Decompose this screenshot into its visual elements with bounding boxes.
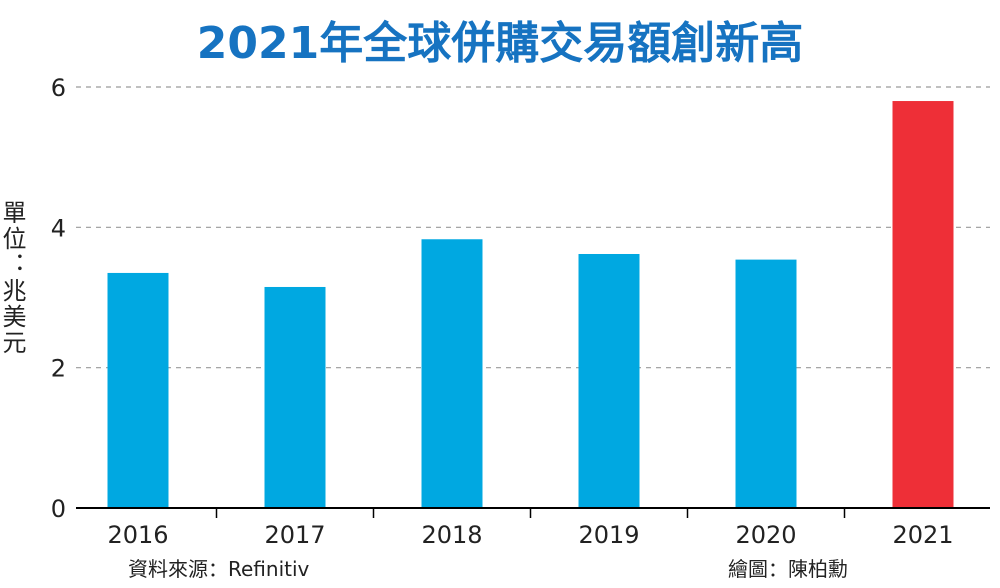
x-tick-label: 2018 <box>421 521 482 549</box>
source-note: 資料來源：Refinitiv <box>128 557 310 581</box>
bar-2017 <box>264 286 326 508</box>
bar-2016 <box>107 272 169 508</box>
gridlines <box>76 86 990 369</box>
y-axis-label: 單位：兆美元 <box>0 200 26 356</box>
credit-note: 繪圖：陳柏勳 <box>728 557 848 581</box>
axes <box>76 507 990 518</box>
x-tick-label: 2019 <box>578 521 639 549</box>
x-tick-label: 2021 <box>892 521 953 549</box>
y-tick-label: 2 <box>51 355 66 383</box>
x-tick-labels: 2016 2017 2018 2019 2020 2021 <box>107 521 953 549</box>
bars <box>107 101 954 509</box>
bar-2021 <box>892 101 954 509</box>
bar-2018 <box>421 239 483 509</box>
y-tick-label: 6 <box>51 74 66 102</box>
y-tick-label: 0 <box>51 495 66 523</box>
x-tick-label: 2016 <box>107 521 168 549</box>
x-tick-label: 2017 <box>264 521 325 549</box>
bar-2020 <box>735 259 797 508</box>
chart-title: 2021年全球併購交易額創新高 <box>197 18 803 69</box>
y-tick-label: 4 <box>51 214 66 242</box>
bar-2019 <box>578 253 640 508</box>
y-tick-labels: 0 2 4 6 <box>51 74 66 523</box>
x-tick-label: 2020 <box>735 521 796 549</box>
